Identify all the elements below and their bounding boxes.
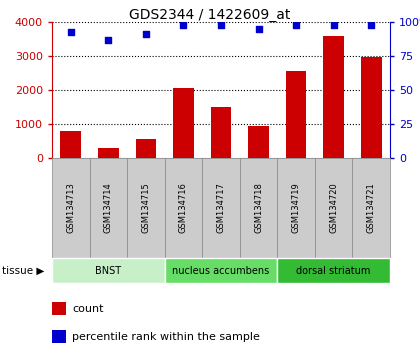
- Bar: [352, 158, 390, 258]
- Text: GSM134713: GSM134713: [66, 183, 75, 233]
- Point: [105, 37, 112, 42]
- Bar: [89, 158, 127, 258]
- Bar: [52, 158, 89, 258]
- Text: nucleus accumbens: nucleus accumbens: [172, 266, 270, 275]
- Text: GSM134720: GSM134720: [329, 183, 338, 233]
- Point: [255, 26, 262, 32]
- Bar: [277, 258, 390, 283]
- Text: count: count: [72, 304, 104, 314]
- Text: GSM134716: GSM134716: [179, 183, 188, 233]
- Point: [330, 22, 337, 28]
- Point: [293, 22, 299, 28]
- Text: percentile rank within the sample: percentile rank within the sample: [72, 332, 260, 342]
- Bar: [202, 158, 240, 258]
- Bar: [165, 158, 202, 258]
- Text: tissue ▶: tissue ▶: [2, 266, 45, 275]
- Bar: [52, 258, 165, 283]
- Bar: [165, 258, 277, 283]
- Text: GSM134718: GSM134718: [254, 183, 263, 233]
- Text: GSM134719: GSM134719: [291, 183, 301, 233]
- Point: [68, 29, 74, 34]
- Text: GSM134721: GSM134721: [367, 183, 376, 233]
- Bar: [240, 158, 277, 258]
- Bar: [286, 71, 307, 158]
- Text: GDS2344 / 1422609_at: GDS2344 / 1422609_at: [129, 8, 291, 22]
- Bar: [52, 302, 66, 315]
- Point: [180, 22, 187, 28]
- Bar: [323, 36, 344, 158]
- Point: [218, 22, 224, 28]
- Text: dorsal striatum: dorsal striatum: [297, 266, 371, 275]
- Text: BNST: BNST: [95, 266, 121, 275]
- Bar: [211, 107, 231, 158]
- Bar: [52, 330, 66, 343]
- Bar: [60, 131, 81, 158]
- Bar: [248, 126, 269, 158]
- Bar: [136, 139, 156, 158]
- Text: GSM134717: GSM134717: [216, 183, 226, 233]
- Point: [142, 32, 149, 37]
- Bar: [277, 158, 315, 258]
- Point: [368, 22, 375, 28]
- Bar: [98, 148, 119, 158]
- Bar: [173, 88, 194, 158]
- Text: GSM134715: GSM134715: [142, 183, 150, 233]
- Text: GSM134714: GSM134714: [104, 183, 113, 233]
- Bar: [127, 158, 165, 258]
- Bar: [361, 57, 381, 158]
- Bar: [315, 158, 352, 258]
